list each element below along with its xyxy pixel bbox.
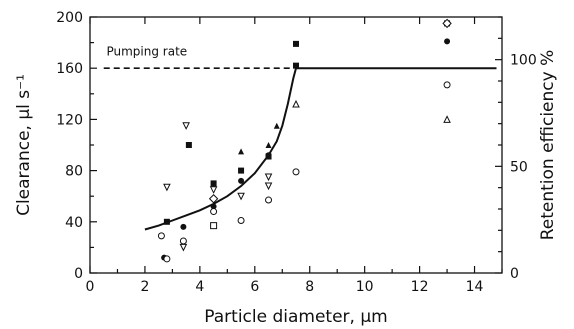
data-point-open-diamond bbox=[208, 194, 219, 204]
data-point-open-diamond bbox=[442, 18, 452, 29]
data-point-filled-square bbox=[293, 62, 299, 69]
y-tick-label: 160 bbox=[56, 61, 83, 77]
data-point-filled-circle bbox=[210, 203, 217, 210]
y2-axis-ticks: 0 50 100 bbox=[495, 16, 537, 282]
y2-tick-label: 0 bbox=[510, 266, 519, 282]
data-point-open-circle bbox=[265, 196, 273, 204]
x-axis-title: Particle diameter, µm bbox=[204, 307, 387, 327]
x-tick-label: 0 bbox=[86, 279, 95, 295]
fitted-curve bbox=[144, 67, 497, 231]
y-tick-label: 0 bbox=[74, 266, 83, 282]
y-axis-title: Clearance, µl s⁻¹ bbox=[14, 74, 34, 216]
data-point-open-circle bbox=[237, 217, 245, 225]
x-tick-label: 6 bbox=[250, 279, 259, 295]
data-point-open-circle bbox=[292, 168, 300, 176]
data-point-filled-square bbox=[293, 40, 299, 47]
x-tick-label: 2 bbox=[140, 279, 149, 295]
data-point-open-triangle-down bbox=[237, 192, 245, 201]
data-point-open-square bbox=[210, 222, 218, 230]
y2-tick-label: 50 bbox=[510, 159, 528, 175]
y-tick-label: 80 bbox=[65, 164, 83, 180]
x-axis-ticks: 0 2 4 6 8 10 12 14 bbox=[86, 17, 503, 295]
data-point-open-triangle bbox=[443, 115, 451, 123]
data-point-open-circle bbox=[210, 208, 218, 216]
data-point-filled-square bbox=[163, 218, 170, 225]
x-tick-label: 4 bbox=[195, 279, 204, 295]
pumping-rate-label: Pumping rate bbox=[106, 44, 187, 58]
data-point-open-circle bbox=[157, 232, 165, 240]
x-tick-label: 12 bbox=[411, 279, 429, 295]
data-point-open-triangle-down bbox=[163, 183, 171, 192]
data-point-filled-triangle bbox=[273, 122, 280, 129]
data-point-open-triangle-down bbox=[179, 243, 188, 252]
y2-tick-label: 100 bbox=[510, 53, 537, 69]
y-tick-label: 40 bbox=[65, 215, 83, 231]
y-tick-label: 120 bbox=[56, 112, 83, 128]
x-tick-label: 8 bbox=[305, 279, 314, 295]
data-point-filled-triangle bbox=[238, 148, 245, 155]
data-point-filled-circle bbox=[180, 223, 187, 230]
data-point-open-triangle-down bbox=[264, 182, 273, 191]
data-point-filled-triangle bbox=[265, 142, 272, 148]
data-point-open-triangle-down bbox=[182, 122, 190, 130]
data-point-filled-square bbox=[238, 167, 245, 174]
data-point-open-circle bbox=[179, 237, 187, 245]
data-point-open-circle bbox=[443, 81, 451, 89]
data-point-filled-square bbox=[265, 153, 272, 160]
data-point-open-circle bbox=[163, 255, 171, 263]
data-points bbox=[157, 18, 452, 263]
y-axis-ticks: 0 40 80 120 160 200 bbox=[56, 10, 97, 282]
data-point-open-triangle-down bbox=[209, 186, 218, 194]
data-point-filled-square bbox=[210, 180, 217, 187]
data-point-filled-circle bbox=[238, 177, 245, 184]
data-point-open-triangle bbox=[292, 99, 300, 108]
y-tick-label: 200 bbox=[56, 10, 83, 26]
y2-axis-title: Retention efficiency % bbox=[538, 50, 558, 241]
data-point-filled-circle bbox=[444, 38, 451, 45]
x-tick-label: 14 bbox=[466, 279, 484, 295]
data-point-filled-square bbox=[185, 142, 192, 148]
data-point-open-triangle-down bbox=[264, 173, 273, 182]
x-tick-label: 10 bbox=[356, 279, 374, 295]
